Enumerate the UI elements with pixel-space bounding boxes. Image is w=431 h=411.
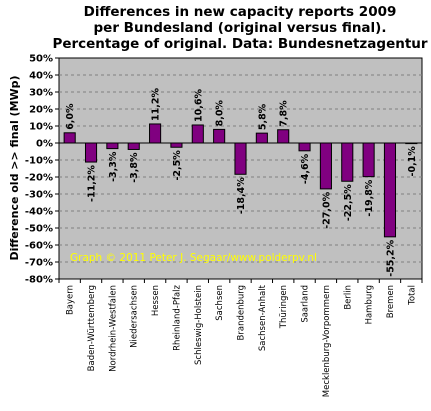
data-label: -27,0% (321, 191, 332, 228)
bar (106, 142, 119, 150)
data-label: -19,8% (364, 179, 375, 216)
copyright-annotation: Graph © 2011 Peter J. Segaar/www.polderp… (70, 252, 317, 264)
y-tick-label: 10% (29, 122, 53, 133)
y-tick-label: 0% (36, 139, 53, 150)
chart-title-line-3: Percentage of original. Data: Bundesnetz… (52, 36, 427, 52)
data-label: -2,5% (172, 150, 183, 181)
bar (362, 142, 375, 178)
bar (341, 142, 354, 182)
bar (277, 129, 290, 144)
bar (319, 142, 332, 190)
x-tick-label: Hessen (151, 285, 161, 316)
y-tick-label: 20% (29, 105, 53, 116)
y-axis-ticks: 50% 40% 30% 20% 10% 0% -10% -20% -30% -40% -50% -60… (25, 54, 59, 286)
y-tick-label: -60% (25, 241, 53, 252)
bar (298, 142, 311, 152)
y-tick-label: -70% (25, 258, 53, 269)
y-tick-label: -30% (25, 190, 53, 201)
x-tick-label: Berlin (343, 285, 353, 310)
data-label: 5,8% (257, 103, 268, 130)
data-label: 11,2% (151, 88, 162, 121)
data-label: -4,6% (300, 153, 311, 184)
bar (234, 142, 247, 175)
data-label: 7,8% (279, 100, 290, 127)
gridlines (59, 74, 422, 263)
data-labels: 6,0% -11,2% -3,3% -3,8% 11,2% -2,5% 10,6% 8,0% -… (65, 88, 418, 277)
bar (63, 132, 76, 144)
x-tick-label: Nordrhein-Westfalen (108, 285, 118, 372)
data-label: -22,5% (343, 184, 354, 221)
x-tick-label: Rheinland-Pfalz (172, 284, 182, 350)
x-tick-label: Saarland (301, 285, 311, 323)
x-tick-label: Sachsen-Anhalt (258, 284, 268, 351)
x-axis-ticks: Bayern Baden-Württemberg Nordrhein-Westfal… (58, 279, 423, 397)
y-tick-label: -80% (25, 275, 53, 286)
data-label: 8,0% (215, 100, 226, 127)
data-label: -55,2% (385, 239, 396, 276)
y-tick-label: 30% (29, 88, 53, 99)
bars (63, 123, 418, 238)
y-tick-label: 40% (29, 71, 53, 82)
bar (213, 128, 226, 144)
bar (127, 142, 140, 150)
chart-title-line-2: per Bundesland (original versus final). (94, 20, 387, 36)
bar (149, 123, 162, 144)
data-label: 6,0% (65, 103, 76, 130)
x-tick-label: Hamburg (365, 285, 375, 324)
data-label: -18,4% (236, 177, 247, 214)
x-tick-label: Mecklenburg-Vorpommern (322, 285, 332, 397)
chart-title: Differences in new capacity reports 2009… (52, 4, 427, 52)
data-label: -3,8% (129, 152, 140, 183)
x-tick-label: Thüringen (279, 285, 289, 329)
data-label: -0,1% (407, 146, 418, 177)
y-tick-label: -20% (25, 173, 53, 184)
x-tick-label: Brandenburg (237, 285, 247, 340)
x-tick-label: Bremen (386, 285, 396, 318)
y-axis-label: Difference old >> final (MWp) (8, 75, 21, 260)
bar (383, 142, 397, 238)
data-label: 10,6% (193, 89, 204, 122)
chart-title-line-1: Differences in new capacity reports 2009 (84, 4, 397, 20)
y-tick-label: -40% (25, 207, 53, 218)
x-tick-label: Niedersachsen (130, 285, 140, 348)
y-tick-label: -10% (25, 156, 53, 167)
y-tick-label: -50% (25, 224, 53, 235)
x-tick-label: Sachsen (215, 285, 225, 321)
x-tick-label: Schleswig-Holstein (194, 285, 204, 365)
bar (191, 124, 204, 144)
y-tick-label: 50% (29, 54, 53, 65)
bar (84, 142, 98, 163)
x-tick-label: Baden-Württemberg (87, 285, 97, 371)
bar (170, 142, 183, 148)
data-label: -11,2% (87, 165, 98, 202)
x-tick-label: Bayern (66, 285, 76, 315)
bar (255, 132, 268, 144)
x-tick-label: Total (407, 285, 417, 306)
data-label: -3,3% (108, 151, 119, 182)
